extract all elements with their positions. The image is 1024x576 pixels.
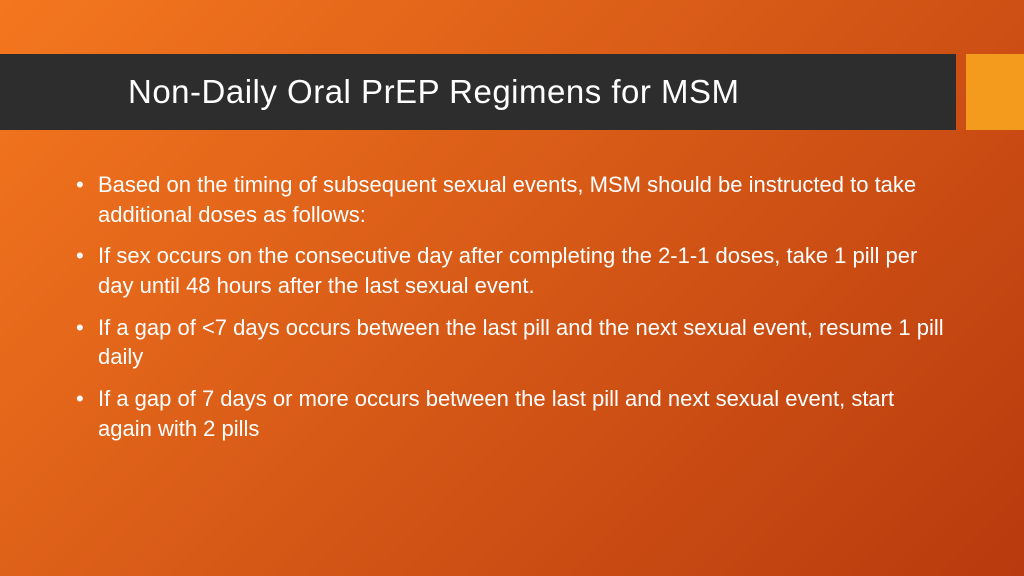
- slide-title: Non-Daily Oral PrEP Regimens for MSM: [128, 73, 740, 111]
- bullet-list: Based on the timing of subsequent sexual…: [72, 170, 952, 444]
- content-area: Based on the timing of subsequent sexual…: [72, 170, 952, 456]
- bullet-item: If a gap of 7 days or more occurs betwee…: [72, 384, 952, 443]
- bullet-item: Based on the timing of subsequent sexual…: [72, 170, 952, 229]
- bullet-item: If sex occurs on the consecutive day aft…: [72, 241, 952, 300]
- title-bar-dark-region: Non-Daily Oral PrEP Regimens for MSM: [0, 54, 956, 130]
- bullet-item: If a gap of <7 days occurs between the l…: [72, 313, 952, 372]
- title-bar-accent-block: [966, 54, 1024, 130]
- title-bar: Non-Daily Oral PrEP Regimens for MSM: [0, 54, 1024, 130]
